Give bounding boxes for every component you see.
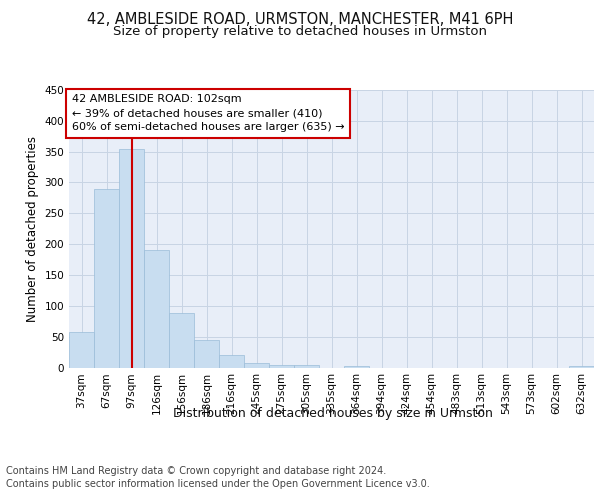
Bar	[219, 355, 244, 368]
Text: Contains public sector information licensed under the Open Government Licence v3: Contains public sector information licen…	[6, 479, 430, 489]
Bar	[194, 340, 219, 367]
Text: Contains HM Land Registry data © Crown copyright and database right 2024.: Contains HM Land Registry data © Crown c…	[6, 466, 386, 476]
Bar	[294, 365, 319, 368]
Bar	[119, 148, 144, 368]
Text: 42, AMBLESIDE ROAD, URMSTON, MANCHESTER, M41 6PH: 42, AMBLESIDE ROAD, URMSTON, MANCHESTER,…	[87, 12, 513, 28]
Text: Distribution of detached houses by size in Urmston: Distribution of detached houses by size …	[173, 408, 493, 420]
Text: 42 AMBLESIDE ROAD: 102sqm
← 39% of detached houses are smaller (410)
60% of semi: 42 AMBLESIDE ROAD: 102sqm ← 39% of detac…	[71, 94, 344, 132]
Y-axis label: Number of detached properties: Number of detached properties	[26, 136, 39, 322]
Bar	[69, 332, 94, 368]
Bar	[344, 366, 369, 368]
Bar	[569, 366, 594, 368]
Text: Size of property relative to detached houses in Urmston: Size of property relative to detached ho…	[113, 25, 487, 38]
Bar	[269, 365, 294, 368]
Bar	[169, 313, 194, 368]
Bar	[94, 190, 119, 368]
Bar	[244, 362, 269, 368]
Bar	[144, 250, 169, 368]
